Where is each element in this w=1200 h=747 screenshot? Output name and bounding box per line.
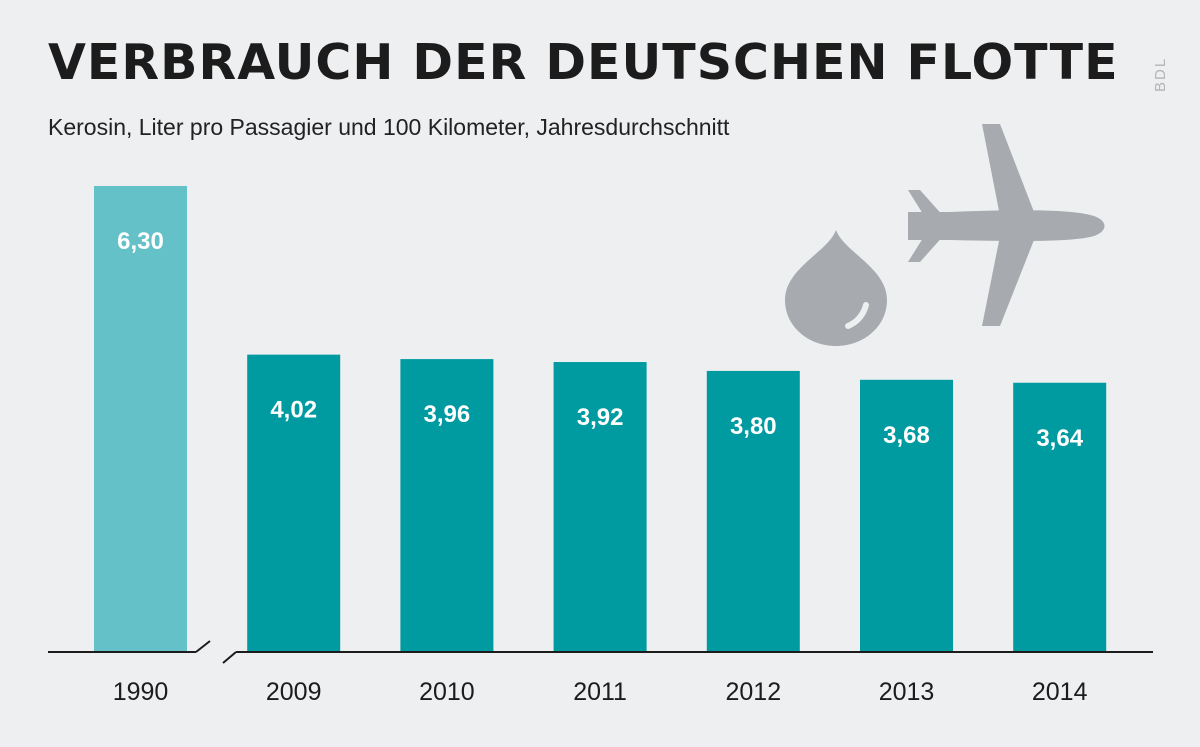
chart-title: VERBRAUCH DER DEUTSCHEN FLOTTE — [48, 34, 1119, 91]
x-tick-label-2012: 2012 — [725, 678, 781, 706]
x-tick-label-2013: 2013 — [879, 678, 935, 706]
drop-highlight — [845, 302, 869, 329]
chart-subtitle: Kerosin, Liter pro Passagier und 100 Kil… — [48, 114, 730, 140]
bar-2012 — [706, 370, 800, 652]
bars-group: 6,30 4,02 3,96 3,92 3,80 3,68 3,64 — [94, 186, 1107, 652]
bar-1990 — [94, 186, 187, 652]
decorative-icons — [785, 124, 1105, 346]
x-tick-label-2011: 2011 — [573, 678, 627, 706]
axis-break-mark — [195, 640, 211, 653]
axis-break-mark — [222, 651, 237, 664]
bar-value-label-2012: 3,80 — [730, 413, 777, 440]
x-axis: 1990 2009 2010 2011 2012 2013 2014 — [48, 640, 1153, 706]
x-tick-label-2009: 2009 — [266, 678, 322, 706]
bar-2014 — [1013, 382, 1107, 652]
x-tick-label-1990: 1990 — [113, 678, 169, 706]
bar-2013 — [860, 379, 953, 652]
bar-value-label-2009: 4,02 — [270, 397, 317, 424]
bar-value-label-1990: 6,30 — [117, 228, 164, 255]
bar-2009 — [247, 354, 341, 652]
bar-value-label-2014: 3,64 — [1036, 425, 1083, 452]
bar-2011 — [553, 362, 647, 652]
bar-value-label-2010: 3,96 — [424, 401, 471, 428]
x-tick-label-2010: 2010 — [419, 678, 475, 706]
airplane-icon — [908, 124, 1105, 326]
bar-2010 — [400, 359, 494, 652]
bar-value-label-2011: 3,92 — [577, 404, 624, 431]
x-tick-label-2014: 2014 — [1032, 678, 1088, 706]
drop-icon — [785, 230, 887, 346]
bar-value-label-2013: 3,68 — [883, 422, 930, 449]
